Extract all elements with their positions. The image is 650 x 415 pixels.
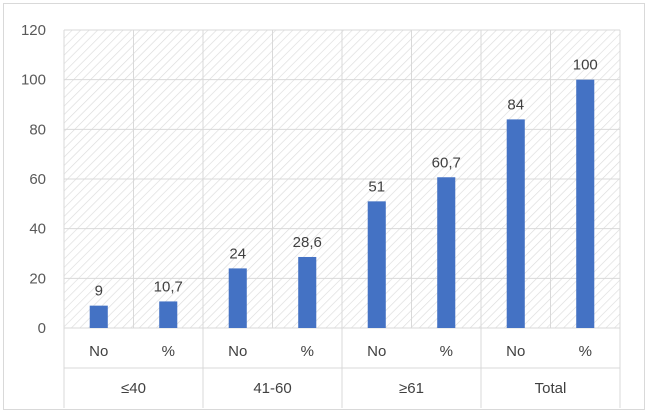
y-tick-label: 60 bbox=[29, 171, 46, 188]
y-tick-label: 120 bbox=[21, 22, 46, 39]
x-category-label: % bbox=[162, 343, 175, 360]
x-category-label: % bbox=[301, 343, 314, 360]
data-label: 51 bbox=[368, 178, 385, 195]
bar bbox=[298, 256, 317, 328]
bar bbox=[228, 268, 247, 328]
x-group-label: ≥61 bbox=[399, 380, 424, 397]
y-tick-label: 80 bbox=[29, 121, 46, 138]
y-tick-label: 40 bbox=[29, 221, 46, 238]
data-labels: 9 10,7 24 28,6 51 60,7 84 100 bbox=[95, 57, 598, 300]
bar bbox=[367, 201, 386, 328]
x-category-label: No bbox=[89, 343, 108, 360]
x-category-label: No bbox=[228, 343, 247, 360]
bars bbox=[89, 79, 595, 329]
data-label: 9 bbox=[95, 283, 103, 300]
bar bbox=[89, 305, 108, 328]
x-group-label: Total bbox=[535, 380, 567, 397]
data-label: 10,7 bbox=[154, 278, 183, 295]
data-label: 84 bbox=[507, 96, 524, 113]
data-label: 100 bbox=[573, 57, 598, 74]
y-tick-label: 0 bbox=[38, 320, 46, 337]
x-category-label: % bbox=[579, 343, 592, 360]
bar bbox=[506, 119, 525, 329]
x-group-label: 41-60 bbox=[253, 380, 291, 397]
gridlines bbox=[63, 29, 621, 408]
y-tick-label: 100 bbox=[21, 72, 46, 89]
data-label: 60,7 bbox=[432, 154, 461, 171]
y-axis-ticks: 0 20 40 60 80 100 120 bbox=[21, 22, 46, 337]
y-tick-label: 20 bbox=[29, 270, 46, 287]
x-group-label: ≤40 bbox=[121, 380, 146, 397]
x-category-label: No bbox=[367, 343, 386, 360]
x-category-label: No bbox=[506, 343, 525, 360]
data-label: 24 bbox=[229, 245, 246, 262]
x-category-label: % bbox=[440, 343, 453, 360]
bar bbox=[576, 79, 595, 329]
data-label: 28,6 bbox=[293, 234, 322, 251]
bar bbox=[159, 301, 178, 328]
x-axis-categories: No % ≤40 No % 41-60 No % ≥61 No % Total bbox=[89, 343, 592, 397]
bar bbox=[437, 177, 456, 328]
